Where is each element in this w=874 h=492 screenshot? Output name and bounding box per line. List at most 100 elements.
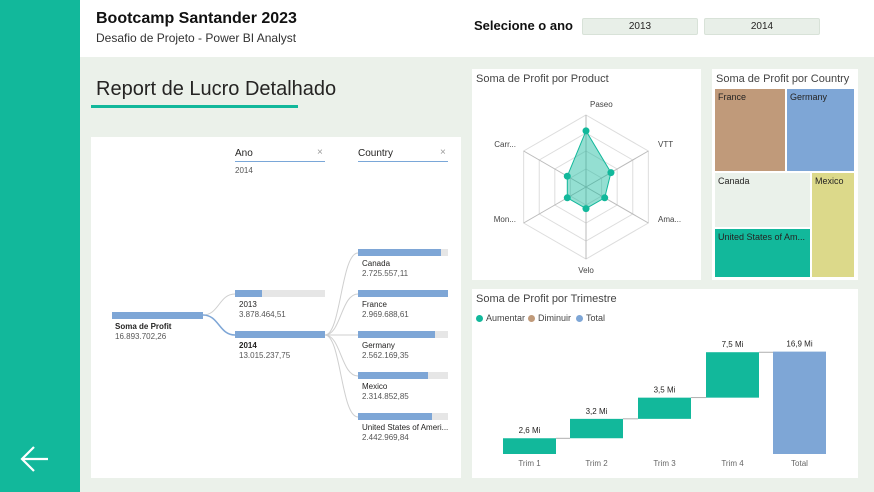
year-label: 2013	[239, 300, 257, 309]
radar-axis-label: VTT	[658, 140, 673, 149]
country-label: France	[362, 300, 387, 309]
year-bar-fill	[235, 331, 325, 338]
root-value: 16.893.702,26	[115, 332, 167, 341]
page-subtitle: Desafio de Projeto - Power BI Analyst	[96, 31, 297, 45]
waterfall-tick-label: Trim 1	[518, 459, 541, 468]
sidebar	[0, 0, 80, 492]
radar-point[interactable]	[607, 169, 615, 177]
legend-total-label: Total	[586, 313, 606, 323]
waterfall-bar[interactable]	[773, 351, 826, 454]
country-label: United States of Ameri...	[362, 423, 449, 432]
country-bar-1[interactable]	[358, 290, 448, 297]
treemap-panel: Soma de Profit por Country France German…	[712, 69, 858, 280]
waterfall-data-label: 7,5 Mi	[722, 340, 744, 349]
radar-point[interactable]	[582, 127, 590, 135]
radar-point[interactable]	[563, 194, 571, 202]
year-bar-0[interactable]	[235, 290, 325, 297]
country-label: Mexico	[362, 382, 388, 391]
year-bar-1[interactable]	[235, 331, 325, 338]
year-slicer-label: Selecione o ano	[474, 18, 573, 33]
header: Bootcamp Santander 2023 Desafio de Proje…	[80, 0, 874, 57]
waterfall-data-label: 2,6 Mi	[519, 426, 541, 435]
country-bar-4[interactable]	[358, 413, 448, 420]
country-value: 2.562.169,35	[362, 351, 409, 360]
ano-header: Ano	[235, 148, 253, 159]
country-header-underline	[358, 161, 448, 162]
ano-filter-value: 2014	[235, 166, 253, 175]
country-bar-fill	[358, 372, 429, 379]
treemap-cell-canada[interactable]: Canada	[714, 172, 811, 228]
radar-point[interactable]	[582, 205, 590, 213]
waterfall-bar[interactable]	[638, 397, 691, 419]
decomposition-tree-panel: Ano × 2014 Country × Soma de Profit 16.8…	[91, 137, 461, 478]
treemap-title: Soma de Profit por Country	[716, 73, 850, 85]
waterfall-tick-label: Trim 2	[585, 459, 608, 468]
radar-axis-line	[523, 186, 587, 224]
country-label: Germany	[362, 341, 395, 350]
waterfall-tick-label: Total	[791, 459, 808, 468]
legend-diminuir[interactable]: Diminuir	[528, 313, 571, 323]
year-label: 2014	[239, 341, 257, 350]
country-clear-icon[interactable]: ×	[440, 147, 446, 158]
country-bar-3[interactable]	[358, 372, 448, 379]
legend-dot-icon	[476, 314, 483, 322]
country-header: Country	[358, 148, 394, 159]
legend-dot-icon	[576, 314, 583, 322]
country-bar-fill	[358, 249, 441, 256]
tree-connectors	[202, 252, 359, 418]
radar-axis-label: Mon...	[494, 215, 516, 224]
treemap-cell-mexico[interactable]: Mexico	[811, 172, 855, 278]
waterfall-bar[interactable]	[503, 438, 556, 454]
country-value: 2.969.688,61	[362, 310, 409, 319]
treemap-cell-france[interactable]: France	[714, 88, 786, 172]
radar-point[interactable]	[563, 172, 571, 180]
radar-axis-label: Velo	[578, 266, 594, 275]
legend-aumentar-label: Aumentar	[486, 313, 526, 323]
waterfall-bar[interactable]	[706, 352, 759, 398]
country-value: 2.442.969,84	[362, 433, 409, 442]
radar-chart-panel: Soma de Profit por Product Paseo VTT Ama..…	[472, 69, 701, 280]
radar-chart-title: Soma de Profit por Product	[476, 73, 609, 85]
radar-axis-line	[585, 150, 649, 188]
country-bar-0[interactable]	[358, 249, 448, 256]
root-bar[interactable]	[112, 312, 203, 319]
treemap-cell-germany[interactable]: Germany	[786, 88, 855, 172]
legend-diminuir-label: Diminuir	[538, 313, 572, 323]
year-value: 3.878.464,51	[239, 310, 286, 319]
year-value: 13.015.237,75	[239, 351, 291, 360]
waterfall-title: Soma de Profit por Trimestre	[476, 293, 617, 305]
root-label: Soma de Profit	[115, 322, 172, 331]
radar-chart: Paseo VTT Ama... Velo Mon... Carr...	[494, 100, 681, 275]
legend-dot-icon	[528, 314, 535, 322]
legend-aumentar[interactable]: Aumentar	[476, 313, 525, 323]
country-bar-2[interactable]	[358, 331, 448, 338]
report-title: Report de Lucro Detalhado	[96, 78, 337, 100]
waterfall-data-label: 3,5 Mi	[654, 386, 676, 395]
radar-point[interactable]	[601, 194, 609, 202]
waterfall-chart: 2,6 Mi Trim 1 3,2 Mi Trim 2 3,5 Mi Trim 3 7,5 …	[503, 340, 826, 468]
country-bar-fill	[358, 413, 432, 420]
country-bar-fill	[358, 290, 448, 297]
page-title: Bootcamp Santander 2023	[96, 10, 297, 27]
waterfall-bar[interactable]	[570, 418, 623, 439]
ano-header-underline	[235, 161, 325, 162]
treemap-cell-united-states[interactable]: United States of Am...	[714, 228, 811, 278]
waterfall-tick-label: Trim 3	[653, 459, 676, 468]
waterfall-data-label: 3,2 Mi	[586, 407, 608, 416]
country-label: Canada	[362, 259, 391, 268]
waterfall-data-label: 16,9 Mi	[786, 340, 812, 349]
radar-axis-line	[523, 150, 587, 188]
radar-axis-label: Carr...	[494, 140, 516, 149]
legend-total[interactable]: Total	[576, 313, 605, 323]
country-value: 2.725.557,11	[362, 269, 409, 278]
year-button-2014[interactable]: 2014	[704, 18, 820, 35]
radar-axis-line	[585, 186, 649, 224]
back-arrow-icon[interactable]	[18, 442, 52, 476]
radar-axis-label: Paseo	[590, 100, 613, 109]
year-bar-fill	[235, 290, 262, 297]
year-button-2013[interactable]: 2013	[582, 18, 698, 35]
waterfall-tick-label: Trim 4	[721, 459, 744, 468]
radar-axis-label: Ama...	[658, 215, 681, 224]
root-bar-fill	[112, 312, 203, 319]
ano-clear-icon[interactable]: ×	[317, 147, 323, 158]
